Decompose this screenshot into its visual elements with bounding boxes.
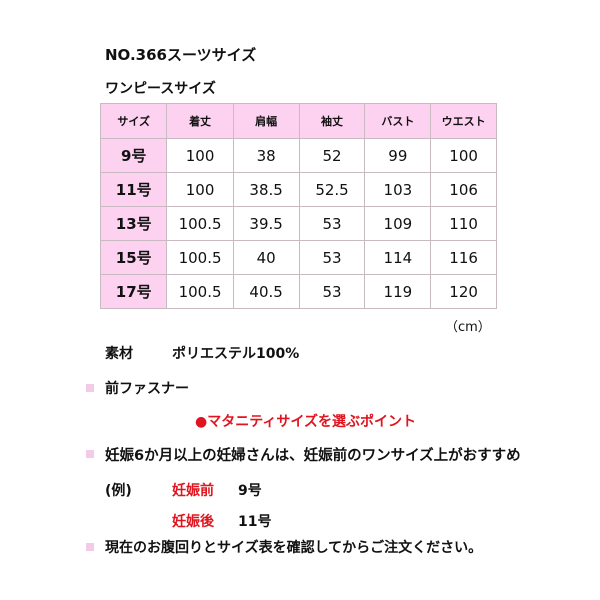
table-row: 17号 100.5 40.5 53 119 120 — [99, 274, 497, 309]
point-heading: ●マタニティサイズを選ぶポイント — [195, 414, 416, 430]
value-cell: 100 — [166, 172, 234, 207]
value-cell: 100.5 — [166, 206, 234, 241]
value-cell: 114 — [364, 240, 432, 275]
column-header: ウエスト — [430, 103, 497, 139]
column-header: バスト — [364, 103, 432, 139]
column-header: 肩幅 — [232, 103, 300, 139]
advice-text: 妊娠6か月以上の妊婦さんは、妊娠前のワンサイズ上がおすすめ — [105, 448, 521, 464]
material-value: ポリエステル100% — [172, 346, 300, 362]
value-cell: 119 — [364, 274, 432, 309]
feature-text: 前ファスナー — [105, 381, 189, 397]
page-title: NO.366スーツサイズ — [105, 46, 257, 64]
table-row: 9号 100 38 52 99 100 — [99, 138, 497, 173]
value-cell: 99 — [364, 138, 432, 173]
value-cell: 109 — [364, 206, 432, 241]
value-cell: 100 — [166, 138, 234, 173]
value-cell: 39.5 — [232, 206, 300, 241]
after-label: 妊娠後 — [172, 514, 214, 530]
value-cell: 120 — [430, 274, 497, 309]
table-row: 13号 100.5 39.5 53 109 110 — [99, 206, 497, 241]
column-header: 着丈 — [166, 103, 234, 139]
section-title: ワンピースサイズ — [105, 81, 216, 97]
value-cell: 116 — [430, 240, 497, 275]
size-cell: 17号 — [99, 274, 168, 309]
example-label: (例) — [105, 483, 132, 499]
table-row: 15号 100.5 40 53 114 116 — [99, 240, 497, 275]
column-header: サイズ — [99, 103, 168, 139]
bullet-icon — [86, 384, 94, 392]
after-value: 11号 — [238, 514, 272, 530]
before-label: 妊娠前 — [172, 483, 214, 499]
bullet-icon — [86, 450, 94, 458]
value-cell: 106 — [430, 172, 497, 207]
value-cell: 38.5 — [232, 172, 300, 207]
value-cell: 110 — [430, 206, 497, 241]
material-label: 素材 — [105, 346, 133, 362]
value-cell: 53 — [298, 206, 366, 241]
size-cell: 9号 — [99, 138, 168, 173]
value-cell: 52.5 — [298, 172, 366, 207]
size-cell: 11号 — [99, 172, 168, 207]
size-cell: 13号 — [99, 206, 168, 241]
bullet-icon — [86, 543, 94, 551]
column-header: 袖丈 — [298, 103, 366, 139]
value-cell: 40.5 — [232, 274, 300, 309]
value-cell: 103 — [364, 172, 432, 207]
size-cell: 15号 — [99, 240, 168, 275]
value-cell: 53 — [298, 240, 366, 275]
table-row: 11号 100 38.5 52.5 103 106 — [99, 172, 497, 207]
value-cell: 53 — [298, 274, 366, 309]
size-table: サイズ 着丈 肩幅 袖丈 バスト ウエスト 9号 100 38 52 99 100 11号 100 38.… — [99, 103, 497, 309]
value-cell: 52 — [298, 138, 366, 173]
value-cell: 40 — [232, 240, 300, 275]
value-cell: 100 — [430, 138, 497, 173]
notice-text: 現在のお腹回りとサイズ表を確認してからご注文ください。 — [105, 540, 483, 556]
value-cell: 100.5 — [166, 274, 234, 309]
value-cell: 38 — [232, 138, 300, 173]
before-value: 9号 — [238, 483, 262, 499]
value-cell: 100.5 — [166, 240, 234, 275]
unit-label: （cm） — [445, 320, 491, 335]
